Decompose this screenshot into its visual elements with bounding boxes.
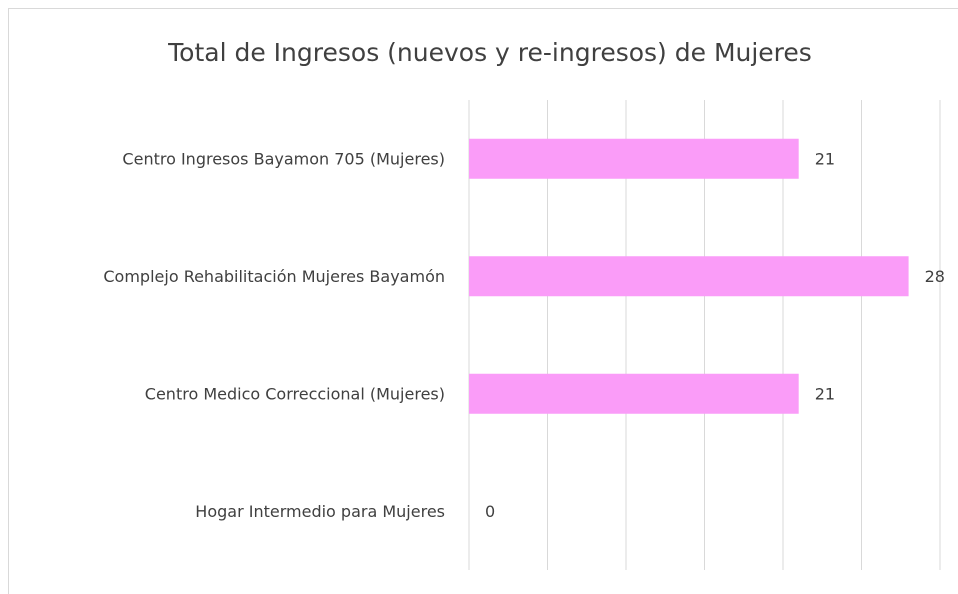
y-tick-label: Complejo Rehabilitación Mujeres Bayamón — [103, 267, 445, 286]
bar — [469, 138, 799, 179]
chart-frame — [8, 8, 958, 594]
bar — [469, 373, 799, 414]
data-label: 0 — [485, 502, 495, 521]
chart-title: Total de Ingresos (nuevos y re-ingresos)… — [167, 38, 812, 67]
y-tick-label: Centro Ingresos Bayamon 705 (Mujeres) — [122, 149, 445, 168]
y-tick-label: Centro Medico Correccional (Mujeres) — [145, 384, 445, 403]
data-label: 28 — [925, 267, 945, 286]
data-label: 21 — [815, 149, 835, 168]
bar — [469, 256, 909, 297]
data-label: 21 — [815, 384, 835, 403]
y-tick-label: Hogar Intermedio para Mujeres — [195, 502, 445, 521]
